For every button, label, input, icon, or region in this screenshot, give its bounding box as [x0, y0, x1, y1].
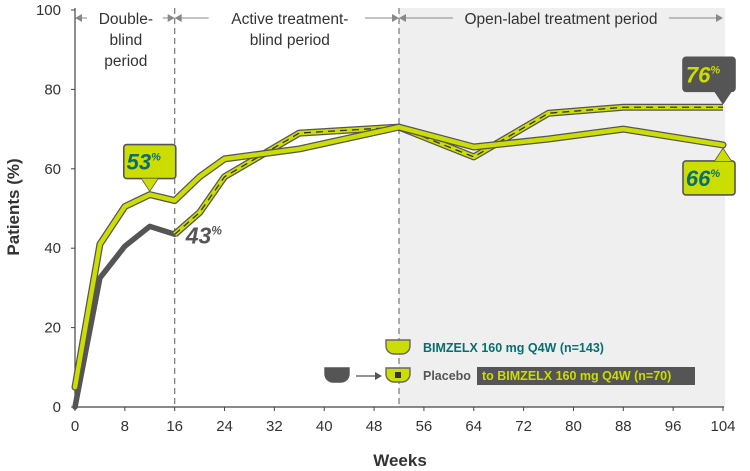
legend-arrow-head — [375, 372, 382, 380]
axes: 0 8 16 24 32 40 48 56 64 72 80 88 96 104 0 20 40 60 80 100 — [36, 2, 736, 435]
period-annotations: Double-blind period Active treatment-blind… — [75, 8, 723, 407]
callout-pointer-fill — [141, 178, 158, 191]
callout-pointer-fill — [715, 148, 731, 161]
period-shade — [399, 8, 725, 407]
period-label-double-blind: blind — [109, 32, 142, 49]
y-tick-label: 40 — [44, 240, 61, 257]
callout-unit: % — [710, 64, 720, 76]
callouts: 53%43%76%66% — [122, 56, 736, 248]
period-arrow-head — [392, 14, 399, 22]
legend: BIMZELX 160 mg Q4W (n=143) Placebo to BIMZ… — [324, 339, 695, 385]
y-tick-label: 0 — [53, 399, 61, 416]
series-line-bimzelx — [72, 124, 726, 390]
x-tick-label: 64 — [465, 418, 482, 435]
x-tick-label: 80 — [565, 418, 582, 435]
legend-swatch-marker — [395, 372, 401, 378]
callout-unit: % — [710, 168, 720, 180]
callout-pointer-fill — [715, 91, 731, 104]
y-tick-label: 60 — [44, 161, 61, 178]
legend-label-placebo-to-bimzelx: to BIMZELX 160 mg Q4W (n=70) — [482, 369, 671, 383]
x-tick-label: 0 — [71, 418, 79, 435]
period-arrow-head — [399, 14, 406, 22]
legend-label-placebo: Placebo — [423, 369, 471, 383]
x-tick-label: 8 — [121, 418, 129, 435]
y-tick-label: 100 — [36, 2, 61, 19]
series — [71, 103, 727, 410]
period-arrow-head — [174, 14, 182, 22]
y-tick-label: 20 — [44, 320, 61, 337]
legend-swatch — [324, 367, 350, 383]
x-axis-title: Weeks — [373, 451, 427, 470]
x-tick-label: 56 — [416, 418, 433, 435]
period-label-double-blind: Double- — [99, 11, 153, 28]
y-axis-title: Patients (%) — [4, 158, 23, 255]
series-line-placebo — [72, 223, 178, 410]
callout-box — [682, 56, 736, 93]
period-label-active-blind: blind period — [250, 32, 330, 49]
x-tick-label: 32 — [266, 418, 283, 435]
period-arrow-head — [716, 14, 723, 22]
legend-label-highlight — [477, 367, 695, 385]
period-arrow-head — [75, 14, 82, 22]
x-tick-label: 40 — [316, 418, 333, 435]
period-label-open-label: Open-label treatment period — [464, 11, 657, 28]
x-tick-label: 24 — [216, 418, 233, 435]
callout-unit: % — [151, 152, 161, 164]
callout-unit: % — [211, 223, 222, 237]
x-tick-label: 104 — [710, 418, 735, 435]
x-tick-label: 48 — [366, 418, 383, 435]
legend-label-bimzelx: BIMZELX 160 mg Q4W (n=143) — [423, 341, 604, 355]
x-tick-label: 96 — [665, 418, 682, 435]
x-tick-label: 16 — [166, 418, 183, 435]
x-tick-label: 88 — [615, 418, 632, 435]
series-line-placebo-to-bimzelx-dash — [174, 106, 723, 235]
callout-box — [682, 160, 736, 196]
period-label-double-blind: period — [104, 53, 147, 70]
background-layer — [399, 8, 725, 407]
x-tick-label: 72 — [515, 418, 532, 435]
y-tick-label: 80 — [44, 81, 61, 98]
callout-value: 43% — [185, 222, 223, 248]
period-label-active-blind: Active treatment- — [231, 11, 348, 28]
legend-swatch — [385, 339, 411, 355]
period-arrow-head — [167, 14, 175, 22]
